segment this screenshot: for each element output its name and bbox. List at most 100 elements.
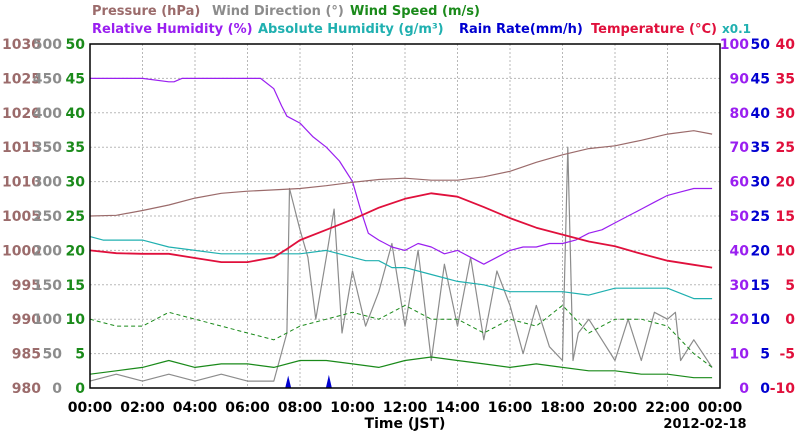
x-tick-label: 02:00 (120, 400, 165, 416)
y-tick-wind-speed: 30 (66, 175, 86, 191)
y-tick-rain-rate: 50 (751, 37, 771, 53)
x-tick-label: 00:00 (698, 400, 743, 416)
y-tick-wind-direction: 250 (33, 209, 62, 225)
y-tick-rain-rate: 15 (751, 278, 770, 294)
y-tick-wind-speed: 15 (66, 278, 85, 294)
y-tick-wind-direction: 400 (33, 106, 62, 122)
y-tick-temperature: 0 (785, 312, 795, 328)
x-tick-label: 22:00 (645, 400, 690, 416)
y-tick-temperature: 10 (776, 243, 796, 259)
y-tick-wind-speed: 5 (75, 347, 85, 363)
x-tick-label: 12:00 (383, 400, 428, 416)
x-axis-title: Time (JST) (365, 416, 446, 432)
y-tick-wind-speed: 20 (66, 243, 86, 259)
y-tick-pressure: 1025 (2, 71, 41, 87)
series-line-wind-direction (89, 146, 713, 382)
legend-wind-speed: Wind Speed (m/s) (350, 4, 480, 19)
legend-rain-rate: Rain Rate(mm/h) (459, 22, 583, 37)
y-tick-relative-humidity: 90 (730, 71, 750, 87)
x-tick-label: 06:00 (225, 400, 270, 416)
series-line-wind-gust (89, 304, 713, 368)
y-tick-wind-speed: 40 (66, 106, 86, 122)
y-tick-temperature: 30 (776, 106, 796, 122)
y-tick-temperature: 35 (776, 71, 795, 87)
y-tick-relative-humidity: 20 (730, 312, 750, 328)
x-tick-label: 16:00 (488, 400, 533, 416)
x-tick-label: 20:00 (593, 400, 638, 416)
y-tick-wind-direction: 500 (33, 37, 62, 53)
x-axis-labels: 00:00 02:00 04:00 06:00 08:00 10:00 12:00 14:00… (68, 400, 743, 416)
plot-frame (89, 43, 721, 389)
y-tick-temperature: -5 (779, 347, 795, 363)
y-tick-rain-rate: 45 (751, 71, 770, 87)
y-tick-wind-speed: 0 (75, 381, 85, 397)
y-tick-relative-humidity: 10 (730, 347, 750, 363)
y-tick-rain-rate: 10 (751, 312, 771, 328)
y-tick-relative-humidity: 0 (739, 381, 749, 397)
y-tick-rain-rate: 25 (751, 209, 770, 225)
y-tick-temperature: 5 (785, 278, 795, 294)
y-tick-wind-direction: 200 (33, 243, 62, 259)
y-tick-wind-speed: 25 (66, 209, 85, 225)
x-tick-label: 18:00 (540, 400, 585, 416)
legend-relative-humidity: Relative Humidity (%) (92, 22, 253, 37)
legend-multiplier: x0.1 (722, 22, 751, 36)
y-tick-relative-humidity: 50 (730, 209, 750, 225)
y-tick-pressure: 1020 (2, 106, 41, 122)
grid (90, 44, 720, 388)
y-tick-rain-rate: 30 (751, 175, 771, 191)
y-tick-pressure: 1015 (2, 140, 41, 156)
date-label: 2012-02-18 (663, 417, 746, 432)
y-tick-temperature: 20 (776, 175, 796, 191)
y-tick-relative-humidity: 80 (730, 106, 750, 122)
series-line-wind-speed-m-s (89, 356, 713, 379)
y-tick-temperature: -10 (770, 381, 796, 397)
x-tick-label: 04:00 (173, 400, 218, 416)
y-tick-relative-humidity: 60 (730, 175, 750, 191)
rain-rate-spike (325, 374, 332, 388)
y-tick-wind-direction: 450 (33, 71, 62, 87)
y-tick-wind-direction: 300 (33, 175, 62, 191)
y-tick-relative-humidity: 40 (730, 243, 750, 259)
y-tick-temperature: 40 (776, 37, 796, 53)
y-tick-pressure: 1030 (2, 37, 41, 53)
x-tick-label: 14:00 (435, 400, 480, 416)
legend-wind-direction: Wind Direction (°) (212, 4, 344, 19)
legend-pressure: Pressure (hPa) (92, 4, 200, 19)
y-tick-wind-speed: 35 (66, 140, 85, 156)
y-tick-pressure: 1010 (2, 175, 41, 191)
y-tick-pressure: 985 (12, 347, 41, 363)
y-tick-wind-speed: 45 (66, 71, 85, 87)
series-line-pressure-hpa (89, 130, 713, 217)
x-tick-label: 10:00 (330, 400, 375, 416)
y-tick-rain-rate: 20 (751, 243, 771, 259)
y-tick-rain-rate: 40 (751, 106, 771, 122)
y-tick-pressure: 1005 (2, 209, 41, 225)
y-tick-temperature: 25 (776, 140, 795, 156)
y-tick-rain-rate: 0 (760, 381, 770, 397)
y-tick-pressure: 990 (12, 312, 41, 328)
y-tick-wind-direction: 350 (33, 140, 62, 156)
y-tick-rain-rate: 5 (760, 347, 770, 363)
y-tick-relative-humidity: 70 (730, 140, 750, 156)
y-tick-relative-humidity: 30 (730, 278, 750, 294)
y-tick-wind-speed: 50 (66, 37, 86, 53)
series-line-absolute-humidity-g-m (89, 236, 713, 300)
x-tick-label: 08:00 (278, 400, 323, 416)
y-tick-relative-humidity: 100 (720, 37, 749, 53)
y-tick-temperature: 15 (776, 209, 795, 225)
y-axis-labels: 1030102510201015101010051000995990985980… (2, 37, 795, 397)
y-tick-wind-direction: 150 (33, 278, 62, 294)
y-tick-rain-rate: 35 (751, 140, 770, 156)
series-layer (89, 77, 713, 388)
rain-rate-spike (285, 375, 292, 388)
y-tick-wind-direction: 50 (43, 347, 63, 363)
legend-absolute-humidity: Absolute Humidity (g/m³) (258, 22, 444, 37)
x-tick-label: 00:00 (68, 400, 113, 416)
legend-temperature: Temperature (°C) (591, 22, 717, 37)
y-tick-pressure: 1000 (2, 243, 41, 259)
legend: Pressure (hPa) Wind Direction (°) Wind S… (92, 4, 751, 37)
y-tick-wind-direction: 100 (33, 312, 62, 328)
y-tick-pressure: 980 (12, 381, 41, 397)
